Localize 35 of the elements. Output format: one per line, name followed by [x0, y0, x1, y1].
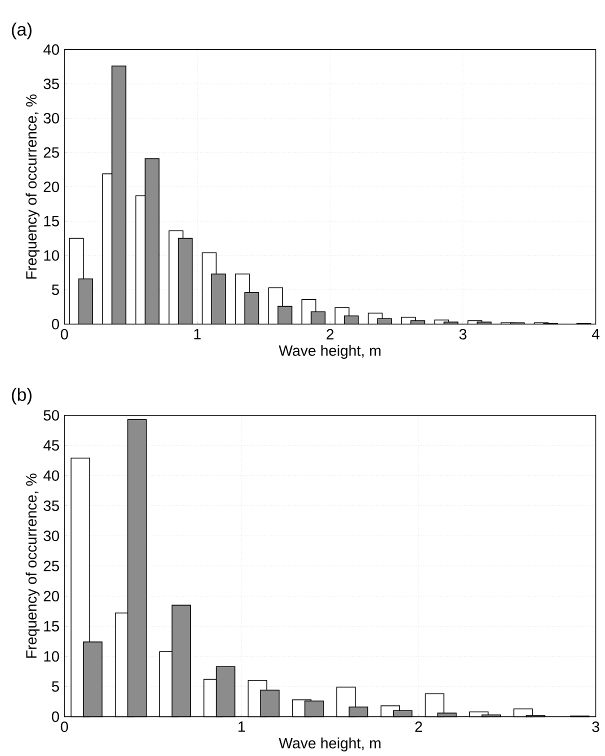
- y-tick-label: 15: [44, 216, 60, 226]
- y-tick-label: 30: [44, 112, 60, 124]
- x-tick-label: 3: [460, 328, 467, 340]
- y-tick-label: 35: [44, 500, 60, 511]
- y-tick-label: 0: [52, 711, 60, 722]
- x-tick-label: 2: [326, 328, 334, 340]
- y-tick-label: 45: [44, 440, 60, 451]
- y-tick-label: 25: [44, 560, 60, 572]
- y-tick-label: 40: [44, 44, 60, 55]
- y-tick-label: 40: [44, 470, 60, 481]
- y-tick-label: 50: [44, 410, 60, 421]
- x-tick-label: 3: [592, 722, 600, 732]
- y-tick-label: 0: [52, 318, 60, 330]
- y-axis-title: Frequency of occurrence, %: [26, 474, 40, 658]
- y-tick-label: 20: [44, 182, 60, 192]
- x-tick-label: 0: [61, 722, 68, 732]
- x-tick-label: 1: [238, 722, 246, 732]
- y-tick-label: 10: [44, 250, 60, 261]
- y-tick-label: 10: [44, 651, 60, 662]
- y-tick-label: 35: [44, 78, 60, 90]
- x-axis-title: Wave height, m: [279, 344, 381, 359]
- y-tick-label: 5: [52, 284, 60, 295]
- y-tick-label: 25: [44, 147, 60, 158]
- y-tick-label: 20: [44, 590, 60, 602]
- x-tick-label: 2: [416, 722, 422, 732]
- y-tick-label: 15: [44, 621, 60, 632]
- x-tick-label: 1: [194, 328, 201, 340]
- x-tick-label: 4: [592, 328, 600, 340]
- chart-title: (b): [12, 388, 32, 404]
- x-tick-label: 0: [61, 328, 68, 340]
- x-axis-title: Wave height, m: [279, 738, 381, 752]
- y-axis-title: Frequency of occurrence, %: [26, 94, 40, 279]
- y-tick-label: 30: [44, 530, 60, 542]
- chart-title: (a): [12, 22, 32, 40]
- y-tick-label: 5: [52, 681, 60, 692]
